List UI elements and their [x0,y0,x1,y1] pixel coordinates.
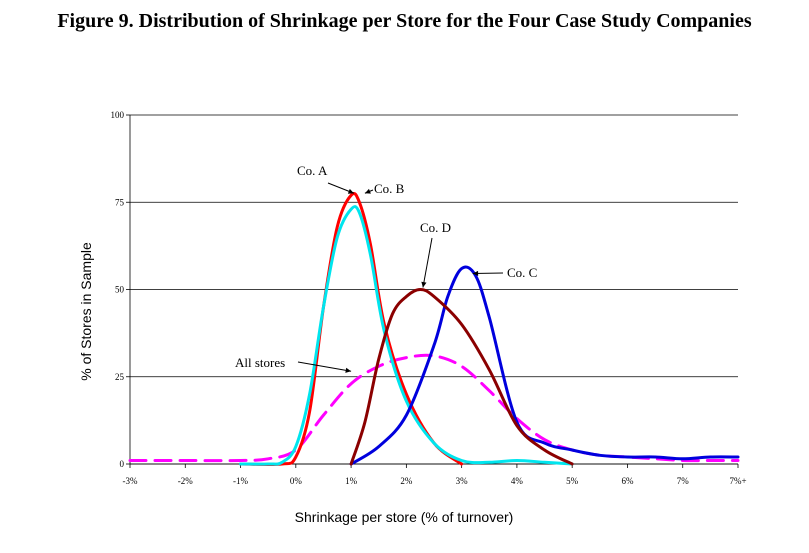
annotation-arrowhead [364,188,371,194]
annotation-arrowhead [472,270,479,277]
y-tick-label: 100 [111,110,125,120]
x-tick-label: 7%+ [729,476,746,486]
x-tick-label: 2% [400,476,413,486]
y-tick-label: 75 [115,197,125,207]
x-tick-label: 0% [290,476,303,486]
x-tick-label: 3% [456,476,469,486]
series-line-co-b [239,205,574,466]
x-tick-label: 7% [677,476,690,486]
annotation-arrowhead [345,367,352,373]
annotation-leader [422,237,433,288]
annotation-label: Co. B [374,181,405,196]
axis-layer: 0 25 50 75 100 -3% -2% -1% 0% 1% 2% 3% 4% 5% 6% 7% 7%+ [111,110,747,486]
y-tick-label: 50 [115,285,125,295]
chart-title: Figure 9. Distribution of Shrinkage per … [57,10,752,32]
annotation-label: Co. C [507,265,537,280]
x-axis-label: Shrinkage per store (% of turnover) [295,509,514,525]
x-tick-label: 5% [566,476,579,486]
annotation-arrowhead [421,281,427,288]
annotation-layer: Co. A Co. B Co. D Co. C All stores [235,163,537,373]
annotation-label: Co. A [297,163,328,178]
annotation-label: Co. D [420,220,451,235]
x-tick-label: 6% [621,476,634,486]
x-tick-label: -2% [178,476,193,486]
y-axis-label: % of Stores in Sample [78,242,94,381]
annotation-leader [297,361,352,372]
annotation-arrowhead [347,188,354,194]
series-line-co-d [349,288,574,466]
x-tick-label: -1% [233,476,248,486]
series-line-co-a [239,192,464,467]
grid-layer [130,114,738,465]
x-tick-label: 4% [511,476,524,486]
y-tick-label: 0 [120,459,125,469]
annotation-label: All stores [235,355,285,370]
y-tick-label: 25 [115,372,125,382]
x-tick-label: 1% [345,476,358,486]
x-tick-label: -3% [123,476,138,486]
series-line-co-c [349,265,740,466]
series-layer [128,192,740,467]
